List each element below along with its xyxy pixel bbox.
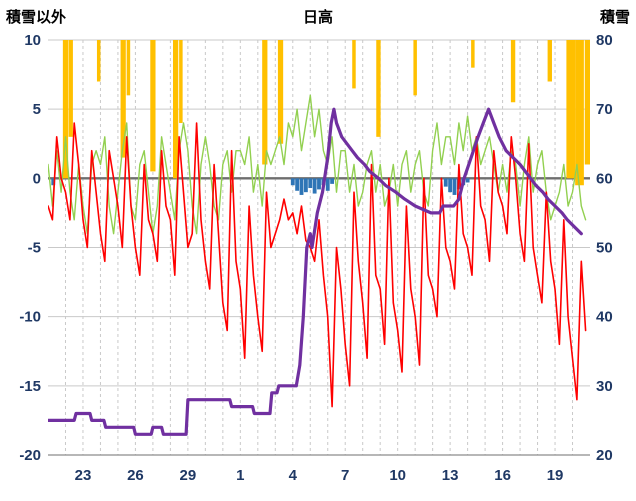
svg-text:20: 20 — [596, 447, 613, 464]
svg-text:0: 0 — [33, 170, 41, 187]
left-axis-title: 積雪以外 — [6, 9, 67, 26]
svg-text:-15: -15 — [19, 378, 41, 395]
svg-text:16: 16 — [494, 467, 511, 484]
series-orange-bars — [62, 40, 590, 186]
svg-text:7: 7 — [341, 467, 349, 484]
svg-text:26: 26 — [127, 467, 144, 484]
svg-text:10: 10 — [24, 32, 41, 49]
svg-text:30: 30 — [596, 378, 613, 395]
svg-text:80: 80 — [596, 32, 613, 49]
svg-text:10: 10 — [389, 467, 406, 484]
gridlines — [48, 39, 590, 456]
svg-text:23: 23 — [75, 467, 92, 484]
svg-text:1: 1 — [236, 467, 244, 484]
svg-text:5: 5 — [33, 101, 41, 118]
svg-text:29: 29 — [180, 467, 197, 484]
right-axis-title: 積雪 — [599, 9, 630, 26]
x-tick-labels: 23 26 29 1 4 7 10 13 16 19 — [75, 467, 564, 484]
svg-text:-5: -5 — [28, 240, 41, 257]
series-purple-line — [48, 107, 583, 436]
svg-text:-10: -10 — [19, 309, 41, 326]
svg-text:19: 19 — [547, 467, 564, 484]
right-tick-labels: 80 70 60 50 40 30 20 — [596, 32, 613, 464]
series-red-line — [48, 122, 587, 408]
svg-text:13: 13 — [442, 467, 459, 484]
svg-text:60: 60 — [596, 170, 613, 187]
svg-text:-20: -20 — [19, 447, 41, 464]
left-tick-labels: 10 5 0 -5 -10 -15 -20 — [19, 32, 41, 464]
svg-text:40: 40 — [596, 309, 613, 326]
svg-text:70: 70 — [596, 101, 613, 118]
svg-text:4: 4 — [289, 467, 298, 484]
svg-text:50: 50 — [596, 240, 613, 257]
